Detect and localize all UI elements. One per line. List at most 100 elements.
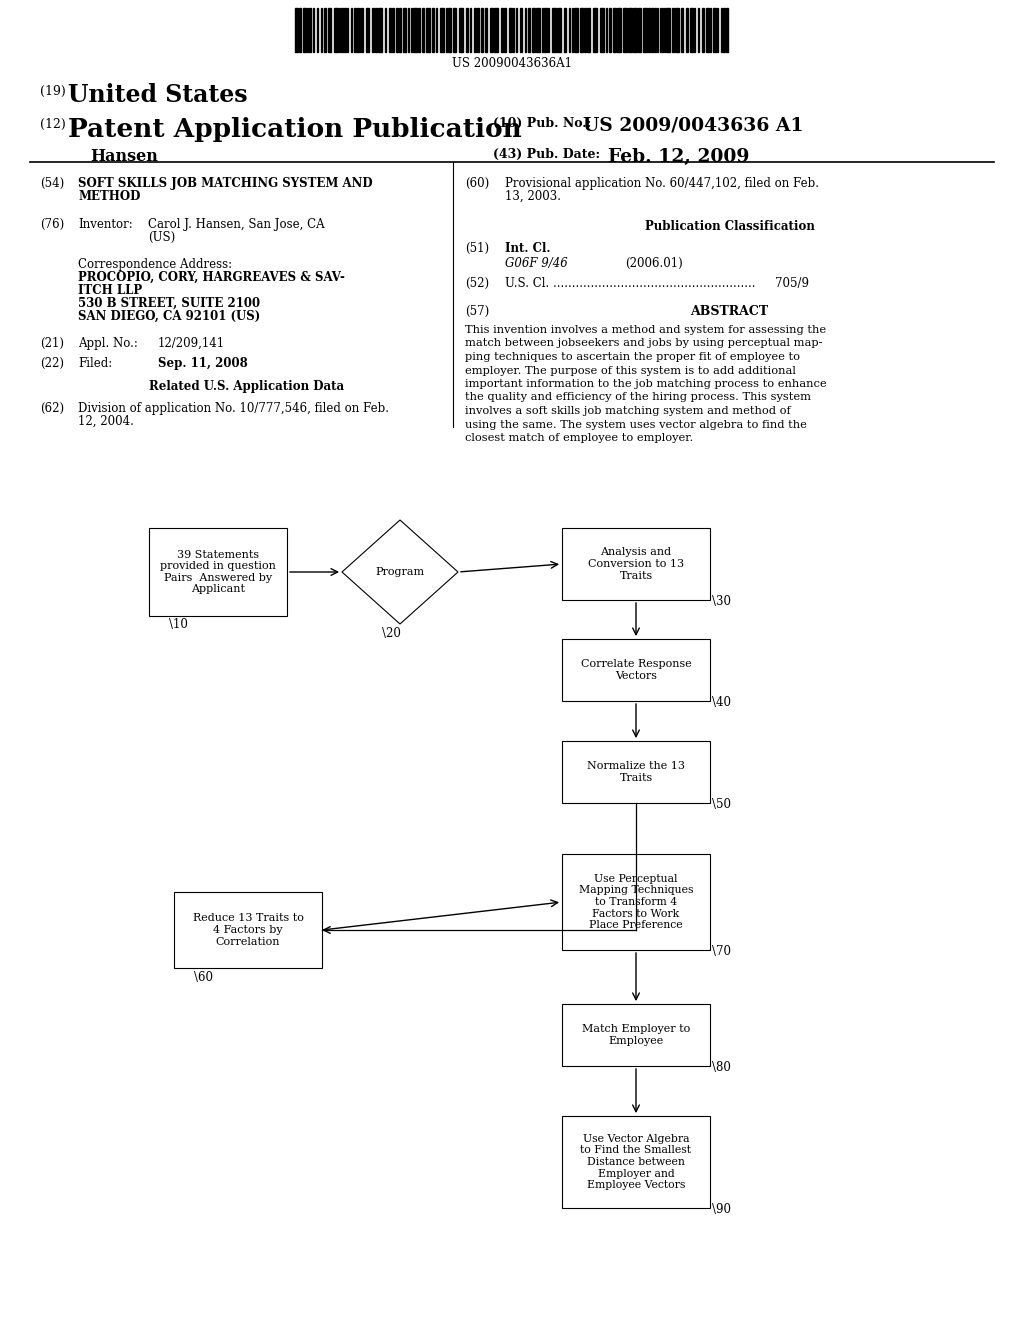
Text: 12/209,141: 12/209,141 <box>158 337 225 350</box>
Bar <box>354 8 356 51</box>
Bar <box>681 8 683 51</box>
Bar <box>328 8 331 51</box>
Text: Match Employer to
Employee: Match Employer to Employee <box>582 1024 690 1045</box>
Text: (43) Pub. Date:: (43) Pub. Date: <box>493 148 600 161</box>
Text: the quality and efficiency of the hiring process. This system: the quality and efficiency of the hiring… <box>465 392 811 403</box>
Text: (21): (21) <box>40 337 63 350</box>
Text: Sep. 11, 2008: Sep. 11, 2008 <box>158 356 248 370</box>
Bar <box>638 8 641 51</box>
Bar <box>654 8 656 51</box>
Text: Carol J. Hansen, San Jose, CA: Carol J. Hansen, San Jose, CA <box>148 218 325 231</box>
Text: Division of application No. 10/777,546, filed on Feb.: Division of application No. 10/777,546, … <box>78 403 389 414</box>
Text: (62): (62) <box>40 403 65 414</box>
Text: \90: \90 <box>712 1203 731 1216</box>
Bar <box>341 8 343 51</box>
Text: G06F 9/46: G06F 9/46 <box>505 257 567 271</box>
Bar <box>403 8 406 51</box>
Text: US 20090043636A1: US 20090043636A1 <box>452 57 572 70</box>
Text: ITCH LLP: ITCH LLP <box>78 284 142 297</box>
Bar <box>593 8 597 51</box>
Text: Analysis and
Conversion to 13
Traits: Analysis and Conversion to 13 Traits <box>588 548 684 581</box>
Text: METHOD: METHOD <box>78 190 140 203</box>
Text: Program: Program <box>376 568 425 577</box>
Text: (10) Pub. No.:: (10) Pub. No.: <box>493 117 596 129</box>
FancyBboxPatch shape <box>150 528 287 616</box>
Bar <box>375 8 377 51</box>
Bar <box>299 8 301 51</box>
Text: \50: \50 <box>712 799 731 810</box>
Text: (19): (19) <box>40 84 66 98</box>
Text: U.S. Cl. ......................................................: U.S. Cl. ...............................… <box>505 277 756 290</box>
Bar <box>623 8 627 51</box>
Text: \70: \70 <box>712 945 731 958</box>
Text: Int. Cl.: Int. Cl. <box>505 242 551 255</box>
Bar <box>366 8 369 51</box>
Bar <box>485 8 487 51</box>
Bar <box>580 8 583 51</box>
Bar <box>536 8 540 51</box>
Bar <box>643 8 647 51</box>
Bar <box>481 8 483 51</box>
Bar <box>613 8 616 51</box>
Text: Patent Application Publication: Patent Application Publication <box>68 117 522 143</box>
Bar <box>600 8 604 51</box>
Bar <box>520 8 522 51</box>
Text: 13, 2003.: 13, 2003. <box>505 190 561 203</box>
Bar <box>628 8 632 51</box>
Bar <box>426 8 430 51</box>
FancyBboxPatch shape <box>562 639 710 701</box>
Text: using the same. The system uses vector algebra to find the: using the same. The system uses vector a… <box>465 420 807 429</box>
Text: Use Perceptual
Mapping Techniques
to Transform 4
Factors to Work
Place Preferenc: Use Perceptual Mapping Techniques to Tra… <box>579 874 693 931</box>
Bar <box>396 8 398 51</box>
Text: PROCOPIO, CORY, HARGREAVES & SAV-: PROCOPIO, CORY, HARGREAVES & SAV- <box>78 271 345 284</box>
Bar <box>309 8 311 51</box>
FancyBboxPatch shape <box>174 892 322 968</box>
Bar <box>617 8 621 51</box>
Bar <box>399 8 401 51</box>
Text: (54): (54) <box>40 177 65 190</box>
FancyBboxPatch shape <box>562 1115 710 1208</box>
Bar <box>344 8 346 51</box>
Bar <box>672 8 674 51</box>
Text: (US): (US) <box>148 231 175 244</box>
Text: \60: \60 <box>194 972 213 983</box>
Text: \10: \10 <box>169 618 187 631</box>
Bar <box>466 8 468 51</box>
Bar <box>726 8 728 51</box>
Text: \40: \40 <box>712 696 731 709</box>
Text: (52): (52) <box>465 277 489 290</box>
Text: Filed:: Filed: <box>78 356 113 370</box>
Bar <box>648 8 650 51</box>
Bar <box>357 8 359 51</box>
Bar <box>702 8 705 51</box>
Text: important information to the job matching process to enhance: important information to the job matchin… <box>465 379 826 389</box>
Text: SAN DIEGO, CA 92101 (US): SAN DIEGO, CA 92101 (US) <box>78 310 260 323</box>
Text: Normalize the 13
Traits: Normalize the 13 Traits <box>587 762 685 783</box>
Bar <box>324 8 326 51</box>
Text: \80: \80 <box>712 1061 731 1074</box>
Bar <box>418 8 420 51</box>
Bar <box>633 8 637 51</box>
Text: Related U.S. Application Data: Related U.S. Application Data <box>148 380 344 393</box>
Bar <box>675 8 679 51</box>
Text: (76): (76) <box>40 218 65 231</box>
Bar <box>504 8 506 51</box>
Bar <box>378 8 382 51</box>
Text: 530 B STREET, SUITE 2100: 530 B STREET, SUITE 2100 <box>78 297 260 310</box>
Bar <box>440 8 444 51</box>
Text: match between jobseekers and jobs by using perceptual map-: match between jobseekers and jobs by usi… <box>465 338 822 348</box>
Text: This invention involves a method and system for assessing the: This invention involves a method and sys… <box>465 325 826 335</box>
Text: (2006.01): (2006.01) <box>625 257 683 271</box>
Text: (12): (12) <box>40 117 66 131</box>
FancyBboxPatch shape <box>562 741 710 803</box>
Bar <box>432 8 434 51</box>
Bar <box>389 8 391 51</box>
Text: Feb. 12, 2009: Feb. 12, 2009 <box>608 148 750 166</box>
Text: Correspondence Address:: Correspondence Address: <box>78 257 232 271</box>
Bar <box>723 8 725 51</box>
Text: 39 Statements
provided in question
Pairs  Answered by
Applicant: 39 Statements provided in question Pairs… <box>160 549 275 594</box>
Bar <box>449 8 451 51</box>
FancyBboxPatch shape <box>562 854 710 950</box>
Text: 12, 2004.: 12, 2004. <box>78 414 134 428</box>
Text: \20: \20 <box>382 627 400 640</box>
